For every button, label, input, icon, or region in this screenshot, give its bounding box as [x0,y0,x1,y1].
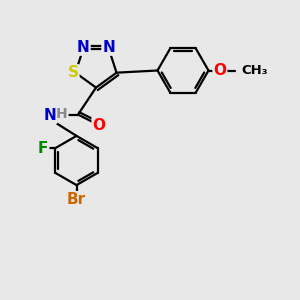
Text: O: O [213,63,226,78]
Text: H: H [56,107,68,121]
Text: Br: Br [67,192,86,207]
Text: F: F [38,141,48,156]
Text: CH₃: CH₃ [242,64,268,77]
Text: O: O [92,118,106,133]
Text: N: N [44,108,56,123]
Text: S: S [68,65,79,80]
Text: N: N [77,40,90,55]
Text: N: N [102,40,115,55]
